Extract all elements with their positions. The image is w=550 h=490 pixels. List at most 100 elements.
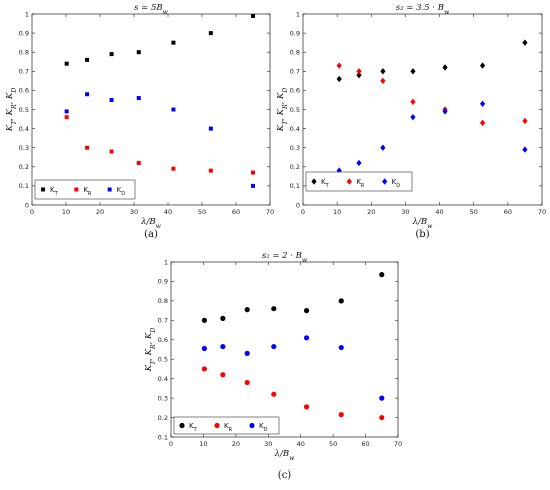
legend-box: [34, 179, 136, 200]
data-point-kt: [410, 68, 416, 75]
data-point-kt: [64, 61, 69, 66]
x-tick-label: 10: [333, 208, 341, 216]
y-tick-label: 0.3: [19, 144, 29, 152]
legend-box: [305, 171, 413, 192]
y-tick-label: 0.6: [19, 87, 29, 95]
data-point-kd: [220, 343, 226, 350]
data-point-kd: [171, 107, 176, 112]
legend-label-kr: KR: [356, 178, 365, 189]
data-point-kd: [244, 350, 250, 356]
chart-title: s₂ = 3.5 · Bw: [396, 3, 450, 16]
data-point-kd: [338, 344, 344, 351]
x-tick-label: 70: [266, 208, 274, 216]
data-point-kt: [379, 272, 385, 278]
data-point-kt: [171, 40, 176, 45]
data-point-kt: [336, 75, 342, 83]
legend-label-kt: KT: [50, 186, 59, 197]
x-tick-label: 50: [329, 440, 337, 448]
data-point-kd: [136, 96, 141, 101]
data-point-kt: [338, 298, 344, 304]
x-tick-label: 50: [470, 208, 478, 216]
data-point-kd: [442, 108, 448, 115]
legend-marker: [311, 178, 317, 185]
data-point-kd: [303, 335, 310, 341]
x-tick-label: 30: [264, 440, 272, 448]
x-tick-label: 0: [30, 208, 34, 216]
legend-marker: [179, 422, 185, 429]
legend: KT KR KD: [34, 179, 136, 200]
data-point-kt: [303, 308, 310, 314]
chart-panel-2: 0 10 20 30 40 50 60 70 0 0.1 0.2 0.3 0.4 0.5 0.6 0.7 0.8…: [276, 3, 546, 240]
y-tick-label: 0.5: [158, 356, 168, 364]
data-point-kd: [379, 395, 385, 401]
data-point-kt: [208, 31, 213, 36]
data-point-kr: [271, 391, 277, 397]
legend: KT KR KD: [173, 416, 280, 435]
x-tick-label: 20: [367, 208, 375, 216]
y-axis-label: KT, KR, KD: [276, 88, 289, 133]
chart-panel-1: 0 10 20 30 40 50 60 70 0 0.1 0.2 0.3 0.4 0.5 0.6 0.7 0.8…: [5, 3, 274, 240]
y-tick-label: 0.6: [158, 336, 168, 344]
x-tick-label: 20: [96, 208, 104, 216]
y-axis-label: KT, KR, KD: [5, 88, 18, 133]
y-tick-label: 0.9: [158, 278, 168, 286]
data-point-kd: [251, 183, 255, 188]
plot-frame: [170, 261, 399, 438]
y-tick-label: 0.8: [158, 297, 168, 305]
data-point-kd: [356, 159, 362, 167]
legend-marker: [382, 178, 388, 185]
data-point-kt: [479, 62, 486, 69]
x-axis-label: λ/Bw: [140, 217, 162, 230]
data-point-kt: [201, 317, 208, 323]
y-tick-label: 0.2: [158, 414, 168, 422]
x-tick-label: 30: [130, 208, 138, 216]
y-tick-label: 0.1: [290, 182, 300, 190]
data-point-kr: [336, 62, 342, 69]
x-tick-label: 60: [504, 208, 512, 216]
x-tick-label: 50: [198, 208, 206, 216]
data-point-kd: [208, 126, 213, 131]
data-point-kr: [522, 117, 528, 125]
data-point-kr: [338, 412, 344, 418]
y-tick-label: 0.8: [290, 49, 300, 57]
y-tick-label: 0.7: [158, 317, 168, 325]
data-point-kd: [64, 109, 69, 114]
y-tick-label: 0.2: [290, 163, 300, 171]
y-tick-label: 0: [296, 201, 300, 209]
data-point-kt: [380, 68, 386, 75]
data-point-kd: [410, 113, 416, 121]
x-tick-label: 70: [538, 208, 546, 216]
y-tick-label: 0.6: [290, 87, 300, 95]
legend-label-kt: KT: [189, 422, 198, 433]
y-tick-label: 0.5: [290, 106, 300, 114]
y-tick-label: 0.7: [19, 68, 29, 76]
y-tick-label: 0.9: [290, 29, 300, 37]
legend-label-kd: KD: [392, 178, 401, 189]
legend-marker: [107, 187, 112, 192]
y-tick-label: 0.4: [19, 125, 29, 133]
data-point-kd: [380, 144, 386, 151]
y-tick-label: 0.1: [158, 433, 168, 441]
legend-marker: [346, 178, 352, 185]
y-tick-label: 0: [25, 201, 29, 209]
y-tick-label: 1: [25, 10, 29, 18]
legend-label-kd: KD: [117, 186, 126, 197]
data-point-kt: [136, 50, 141, 55]
legend-label-kt: KT: [321, 178, 330, 189]
y-tick-label: 0.7: [290, 68, 300, 76]
data-point-kd: [271, 343, 277, 350]
x-axis-label: λ/Bw: [274, 449, 296, 462]
y-tick-label: 0.4: [158, 375, 168, 383]
y-tick-label: 0.8: [19, 49, 29, 57]
legend: KT KR KD: [305, 171, 413, 192]
data-point-kr: [410, 98, 416, 106]
x-tick-label: 10: [62, 208, 70, 216]
x-tick-label: 0: [301, 208, 305, 216]
x-tick-label: 40: [297, 440, 305, 448]
data-point-kt: [85, 57, 90, 62]
data-point-kr: [244, 379, 250, 386]
legend-label-kr: KR: [83, 186, 92, 197]
data-point-kt: [109, 52, 114, 57]
data-point-kr: [64, 115, 69, 120]
